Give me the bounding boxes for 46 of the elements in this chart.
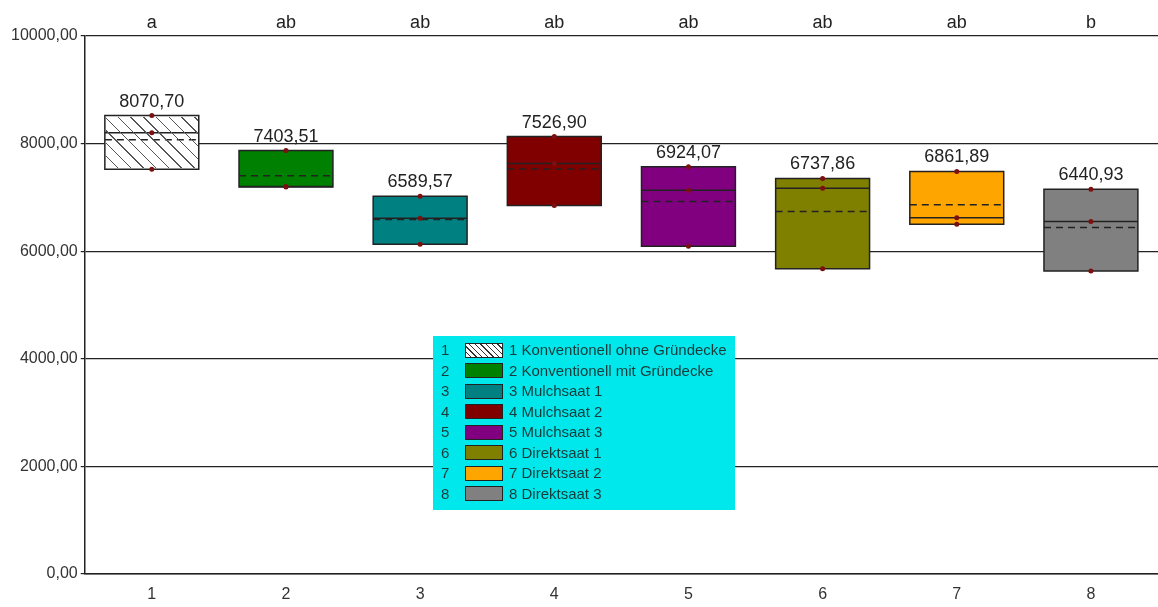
annotation: 8070,70	[119, 90, 185, 111]
category-label: 4	[441, 402, 450, 420]
y-tick-label: 4000,00	[19, 349, 78, 367]
x-tick-label: 6	[818, 584, 828, 602]
y-tick-label: 8000,00	[19, 133, 78, 151]
x-tick-label: 3	[415, 584, 425, 602]
annotation: 6440,93	[1058, 164, 1124, 185]
text: ab	[946, 11, 967, 32]
category-label: 6	[441, 443, 450, 461]
annotation: 6861,89	[924, 146, 990, 167]
annotation: 6589,57	[387, 171, 453, 192]
legend-label: 3 Mulchsaat 1	[509, 381, 603, 401]
y-tick-label: 0,00	[46, 564, 78, 582]
legend-label: 4 Mulchsaat 2	[509, 401, 603, 422]
legend-label: 8 Direktsaat 3	[509, 483, 602, 504]
legend-label: 6 Direktsaat 1	[509, 442, 602, 463]
y-tick-label: 10000,00	[11, 26, 78, 44]
y-tick-label: 2000,00	[19, 456, 78, 474]
x-tick-label: 1	[147, 584, 157, 602]
y-tick-label: 6000,00	[19, 241, 78, 259]
x-tick-label: 2	[281, 584, 291, 602]
text: ab	[678, 11, 699, 32]
text: a	[146, 11, 158, 32]
legend-label: 2 Konventionell mit Gründecke	[509, 360, 714, 381]
annotation: 7403,51	[253, 125, 319, 146]
text: ab	[812, 11, 833, 32]
x-tick-label: 7	[952, 584, 962, 602]
annotation: 7526,90	[521, 111, 587, 132]
text: ab	[410, 11, 431, 32]
text: ab	[275, 11, 296, 32]
category-label: 2	[441, 361, 450, 379]
text: b	[1085, 11, 1096, 32]
x-tick-label: 5	[683, 584, 693, 602]
legend-label: 5 Mulchsaat 3	[509, 422, 603, 442]
legend-label: 1 Konventionell ohne Gründecke	[509, 340, 727, 360]
category-label: 5	[441, 423, 450, 440]
annotation: 6737,86	[790, 153, 856, 174]
x-tick-label: 4	[549, 584, 559, 602]
x-tick-label: 8	[1086, 584, 1096, 602]
category-label: 3	[441, 382, 450, 399]
legend-label: 7 Direktsaat 2	[509, 463, 602, 483]
text: ab	[544, 11, 565, 32]
category-label: 7	[441, 464, 450, 481]
annotation: 6924,07	[655, 141, 721, 162]
category-label: 8	[441, 484, 450, 502]
category-label: 1	[441, 341, 450, 358]
